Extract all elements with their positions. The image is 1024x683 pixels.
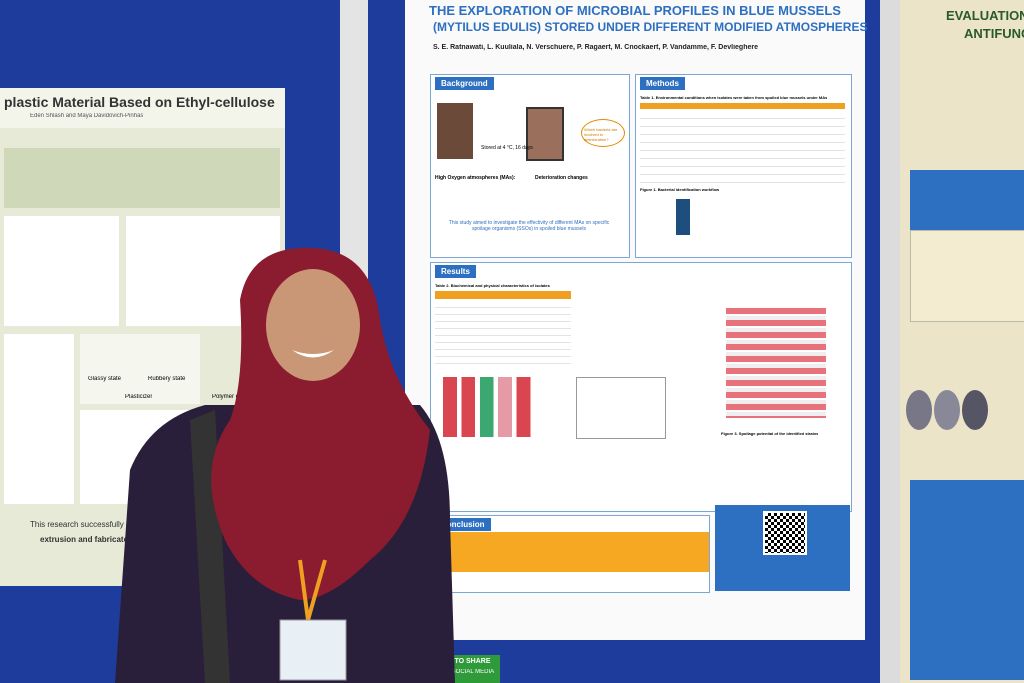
label: Polymer chain: [212, 394, 251, 400]
hijab: [211, 247, 430, 600]
heatmap: [726, 308, 826, 418]
petri-dish: [906, 390, 932, 430]
section-heading: Background: [435, 77, 494, 90]
table-header: [640, 103, 845, 109]
qr-section: [715, 505, 850, 591]
chart-panel: [4, 216, 119, 326]
section-heading: Methods: [640, 77, 685, 90]
stacked-bars: [443, 377, 535, 437]
label: Glassy state: [88, 376, 122, 382]
table: [435, 301, 571, 365]
instrument-icon: [676, 199, 690, 235]
poster-title: (MYTILUS EDULIS) STORED UNDER DIFFERENT …: [433, 20, 868, 34]
poster-authors: S. E. Ratnawati, L. Kuuliala, N. Verschu…: [433, 44, 758, 51]
section-heading: Results: [435, 265, 476, 278]
panel: [4, 148, 280, 208]
text-box: [910, 170, 1024, 230]
question-text: Which bacteria are involved in deteriora…: [584, 127, 618, 142]
poster-title: THE EXPLORATION OF MICROBIAL PROFILES IN…: [429, 3, 841, 18]
text-box: [910, 230, 1024, 322]
right-poster: EVALUATION OF DI ANTIFUNG: [900, 0, 1024, 683]
poster-header: [0, 88, 285, 128]
smile: [292, 350, 334, 358]
badge-text: OK TO SHARE: [442, 658, 491, 665]
center-poster: THE EXPLORATION OF MICROBIAL PROFILES IN…: [405, 0, 868, 640]
name-badge: [279, 619, 347, 681]
poster-title: EVALUATION OF DI: [946, 8, 1024, 23]
chart-panel: [4, 334, 74, 504]
results-section: Results Table 2. Biochemical and physica…: [430, 262, 852, 512]
table: [640, 111, 845, 183]
question-bubble: [581, 119, 625, 147]
label: Rubbery state: [148, 376, 186, 382]
poster-title: plastic Material Based on Ethyl-cellulos…: [4, 94, 275, 110]
face: [266, 269, 360, 381]
panel-frame: [880, 0, 900, 683]
conclusion-box: [431, 532, 709, 572]
methods-section: Methods Table 1. Environmental condition…: [635, 74, 852, 258]
table-caption: Table 1. Environmental conditions when i…: [640, 95, 828, 100]
footer-text: This research successfully demon: [30, 520, 151, 529]
badge-text: ON SOCIAL MEDIA: [441, 669, 495, 675]
text-box: [910, 480, 1024, 680]
storage-text: Stored at 4 °C, 16 days: [481, 145, 533, 151]
pca-plot: [576, 377, 666, 439]
changes-text: Deterioration changes: [535, 175, 588, 181]
poster-authors: Eden Shlash and Maya Davidovich-Pinhas: [30, 113, 144, 119]
diagram-panel: [80, 334, 200, 404]
mussel-image: [437, 103, 473, 159]
table-caption: Table 2. Biochemical and physical charac…: [435, 283, 550, 288]
figure-caption: Figure 1. Bacterial identification workf…: [640, 187, 720, 192]
background-section: Background Stored at 4 °C, 16 days Which…: [430, 74, 630, 258]
footer-text: extrusion and fabricate bioplastics: [40, 535, 173, 544]
qr-code: [763, 511, 807, 555]
poster-title: ANTIFUNG: [964, 26, 1024, 41]
petri-dish: [934, 390, 960, 430]
conclusion-section: Conclusion: [430, 515, 710, 593]
petri-dish: [962, 390, 988, 430]
bag-strap: [190, 410, 230, 683]
label: Plasticizer: [125, 394, 153, 400]
package-image: [526, 107, 564, 161]
table-header: [435, 291, 571, 299]
figure-caption: Figure 3. Spoilage potential of the iden…: [721, 431, 819, 436]
aim-text: This study aimed to investigate the effe…: [448, 220, 610, 232]
atmospheres-text: High Oxygen atmospheres (MAs):: [435, 175, 516, 181]
left-poster: plastic Material Based on Ethyl-cellulos…: [0, 88, 285, 586]
